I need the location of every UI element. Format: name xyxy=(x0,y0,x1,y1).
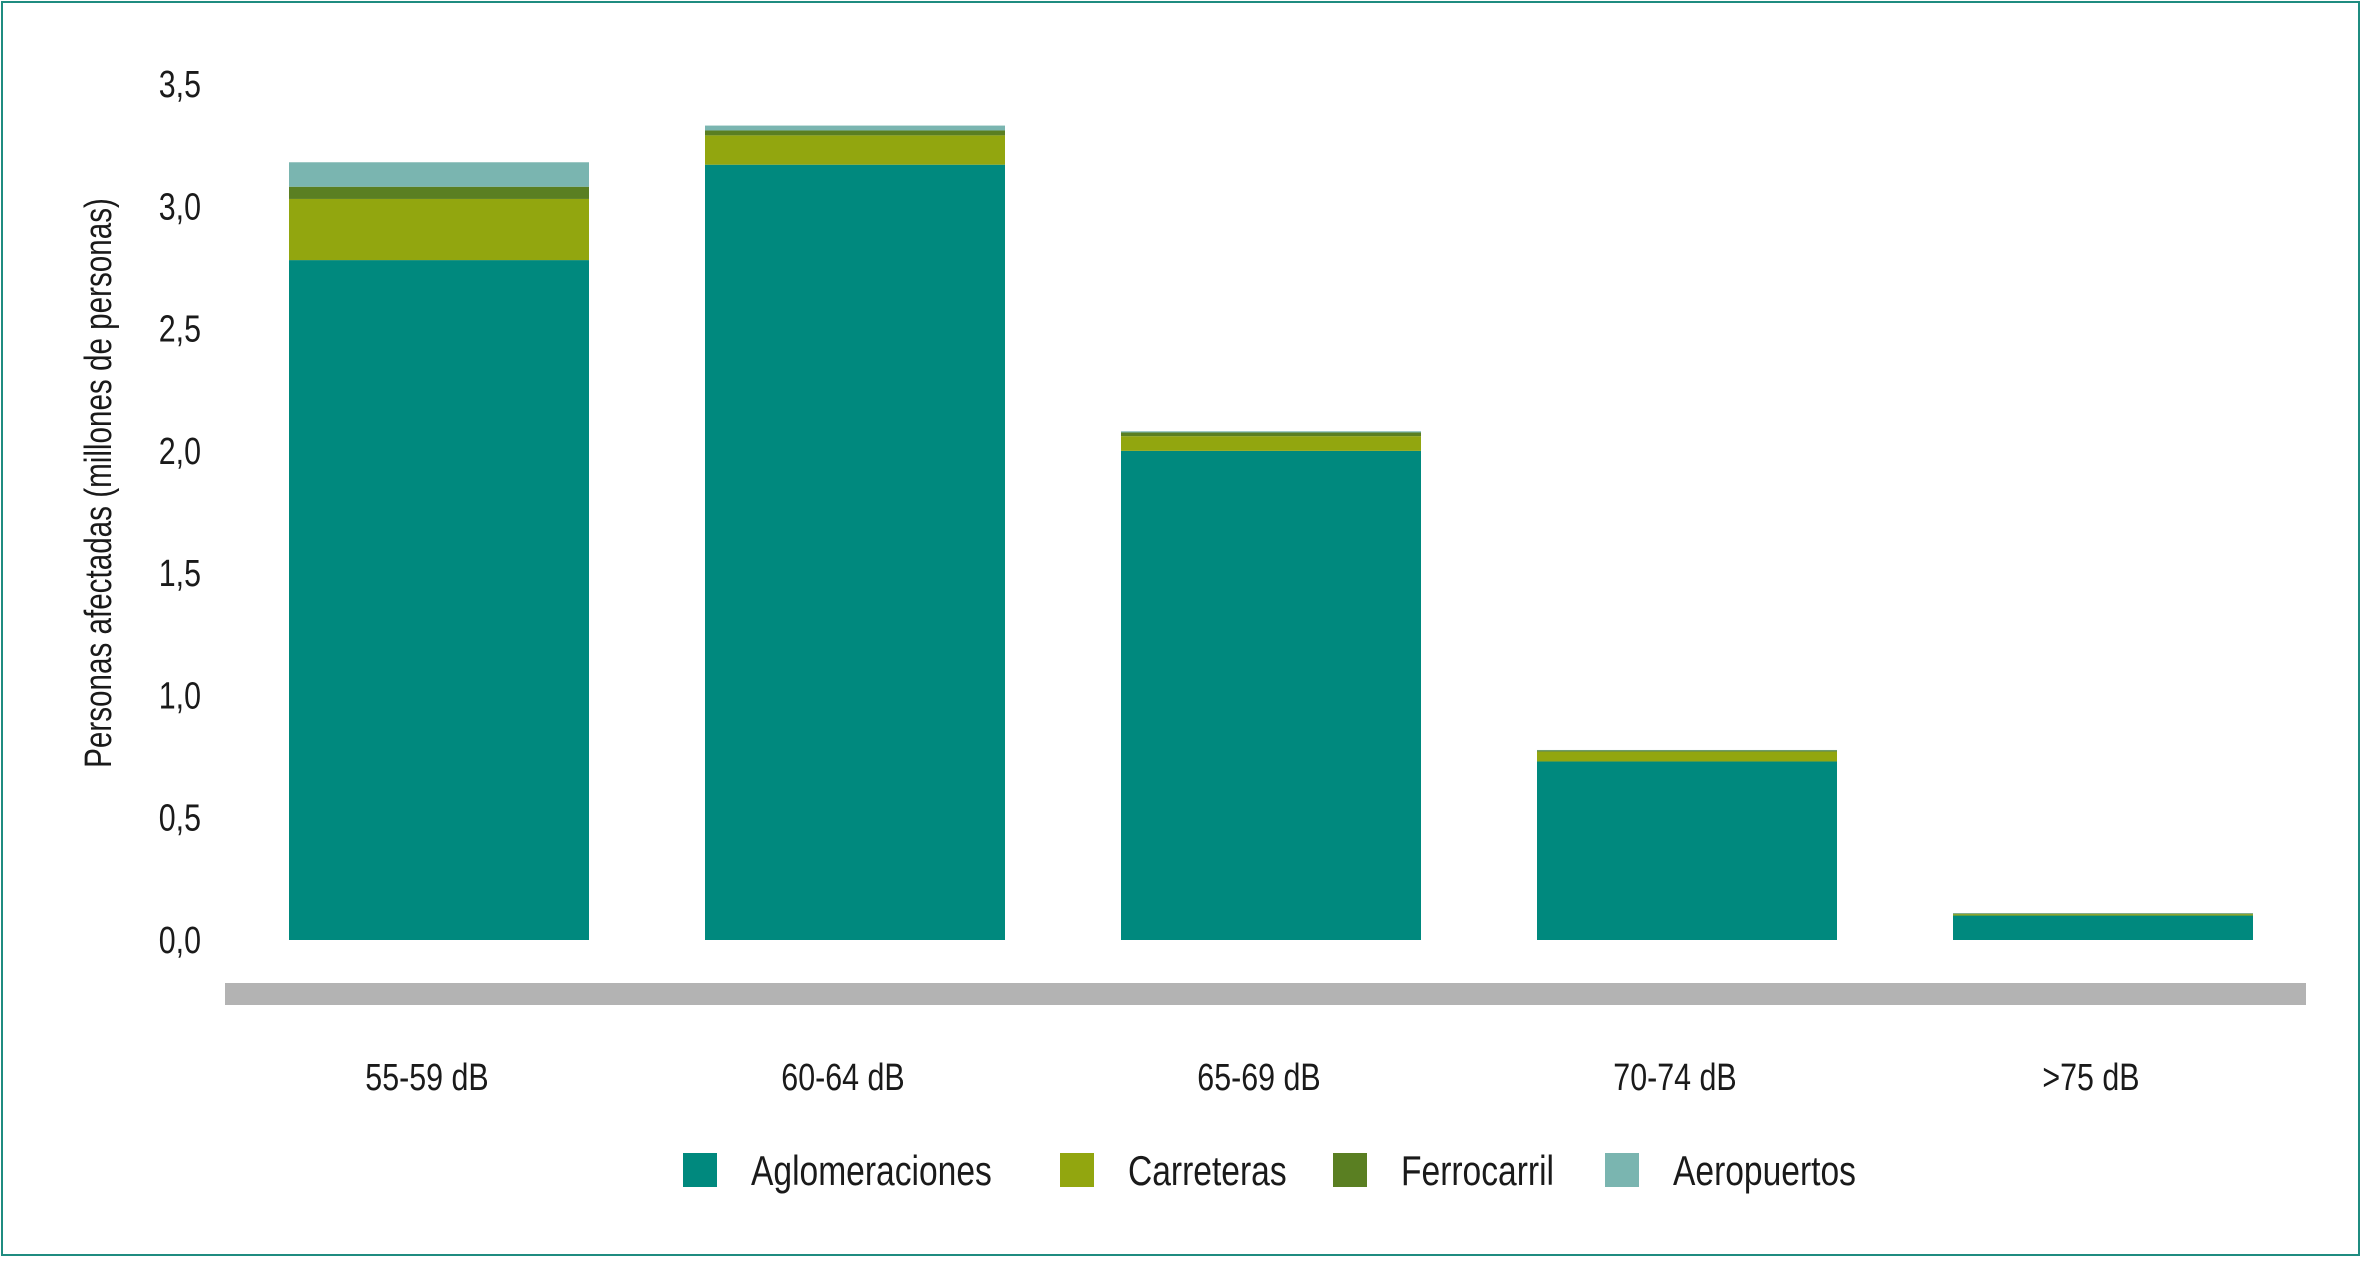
bar-segment-aeropuertos xyxy=(289,162,589,187)
bar-segment-aglomeraciones xyxy=(1121,450,1421,940)
legend-label: Carreteras xyxy=(1128,1149,1287,1195)
y-tick-label: 2,5 xyxy=(159,308,201,350)
x-category-label: 70-74 dB xyxy=(1613,1057,1736,1099)
legend: Aglomeraciones Carreteras Ferrocarril Aerop… xyxy=(683,1149,1856,1195)
bar-segment-aeropuertos xyxy=(1121,431,1421,433)
y-tick-label: 3,0 xyxy=(159,186,201,228)
legend-label: Ferrocarril xyxy=(1401,1149,1554,1195)
bar-segment-ferrocarril xyxy=(1537,750,1837,752)
y-tick-label: 2,0 xyxy=(159,431,201,473)
y-tick-label: 0,5 xyxy=(159,798,201,840)
legend-label: Aeropuertos xyxy=(1673,1149,1856,1195)
x-category-label: 65-69 dB xyxy=(1197,1057,1320,1099)
bar-segment-ferrocarril xyxy=(1953,913,2253,915)
bar-segment-ferrocarril xyxy=(289,186,589,199)
y-tick-label: 1,5 xyxy=(159,553,201,595)
bar-segment-carreteras xyxy=(1121,436,1421,451)
y-axis-ticks: 0,0 0,5 1,0 1,5 2,0 2,5 3,0 3,5 xyxy=(159,64,201,962)
legend-swatch xyxy=(1060,1153,1094,1187)
bar-segment-aglomeraciones xyxy=(705,164,1005,941)
bar-segment-carreteras xyxy=(1537,751,1837,762)
x-axis-category-labels: 55-59 dB 60-64 dB 65-69 dB 70-74 dB >75 dB xyxy=(365,1057,2139,1099)
bar-segment-carreteras xyxy=(289,198,589,261)
legend-swatch xyxy=(1605,1153,1639,1187)
y-axis-title: Personas afectadas (millones de personas… xyxy=(78,198,120,768)
legend-item-ferrocarril: Ferrocarril xyxy=(1333,1149,1554,1195)
legend-item-carreteras: Carreteras xyxy=(1060,1149,1287,1195)
x-category-label: 55-59 dB xyxy=(365,1057,488,1099)
bar-segment-carreteras xyxy=(1953,914,2253,916)
legend-swatch xyxy=(683,1153,717,1187)
stacked-bar-chart: Personas afectadas (millones de personas… xyxy=(78,64,2306,1195)
bar-segment-carreteras xyxy=(705,135,1005,165)
legend-item-aeropuertos: Aeropuertos xyxy=(1605,1149,1856,1195)
y-axis-title-group: Personas afectadas (millones de personas… xyxy=(78,198,120,768)
bar-segment-aglomeraciones xyxy=(1537,761,1837,940)
bar-segment-ferrocarril xyxy=(1121,432,1421,437)
x-axis-baseline xyxy=(225,983,2306,1005)
bars xyxy=(289,125,2253,941)
legend-item-aglomeraciones: Aglomeraciones xyxy=(683,1149,992,1195)
bar-segment-aeropuertos xyxy=(705,125,1005,131)
legend-label: Aglomeraciones xyxy=(751,1149,992,1195)
bar-segment-ferrocarril xyxy=(705,130,1005,136)
y-tick-label: 3,5 xyxy=(159,64,201,106)
bar-segment-aglomeraciones xyxy=(1953,915,2253,940)
x-category-label: 60-64 dB xyxy=(781,1057,904,1099)
legend-swatch xyxy=(1333,1153,1367,1187)
x-category-label: >75 dB xyxy=(2042,1057,2139,1099)
y-tick-label: 1,0 xyxy=(159,675,201,717)
bar-segment-aglomeraciones xyxy=(289,260,589,940)
y-tick-label: 0,0 xyxy=(159,920,201,962)
